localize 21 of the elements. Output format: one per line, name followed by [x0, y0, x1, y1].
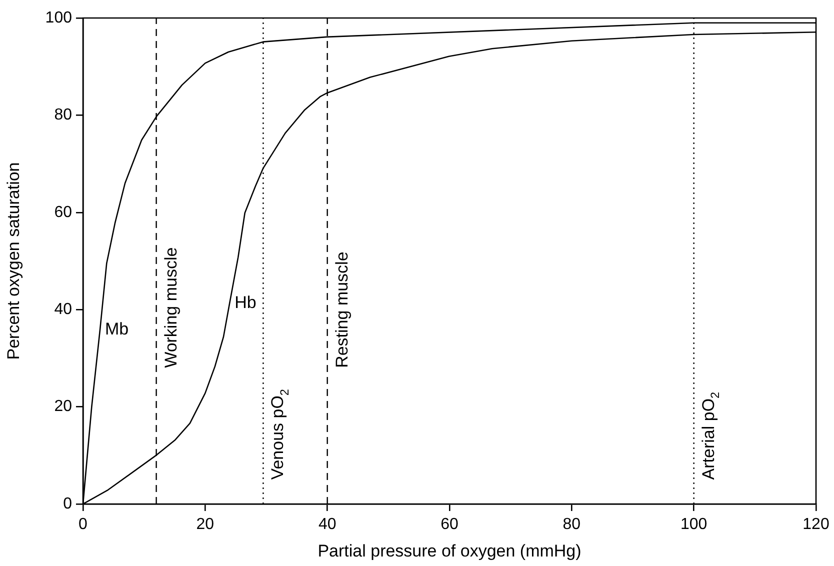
ref-line-label: Arterial pO2 [698, 391, 722, 480]
y-tick-label: 0 [63, 495, 72, 512]
series-label: Hb [234, 292, 256, 312]
x-tick-label: 80 [562, 516, 581, 534]
y-tick-label: 60 [54, 204, 72, 221]
x-axis-title: Partial pressure of oxygen (mmHg) [318, 541, 582, 560]
y-tick-label: 20 [54, 398, 72, 416]
series-label: Mb [104, 320, 129, 339]
x-tick-label: 120 [802, 516, 830, 534]
y-axis-title: Percent oxygen saturation [4, 162, 23, 360]
ref-line-label: Resting muscle [332, 252, 352, 368]
y-tick-label: 100 [45, 9, 72, 26]
x-tick-label: 60 [440, 516, 458, 534]
x-tick-label: 0 [78, 516, 88, 534]
ref-line-label: Working muscle [161, 247, 180, 368]
x-tick-label: 40 [318, 516, 336, 534]
x-tick-label: 100 [680, 516, 708, 534]
ref-line-label: Venous pO2 [268, 388, 292, 480]
y-tick-label: 40 [54, 301, 72, 318]
y-tick-label: 80 [54, 106, 72, 124]
x-tick-label: 20 [196, 516, 214, 534]
